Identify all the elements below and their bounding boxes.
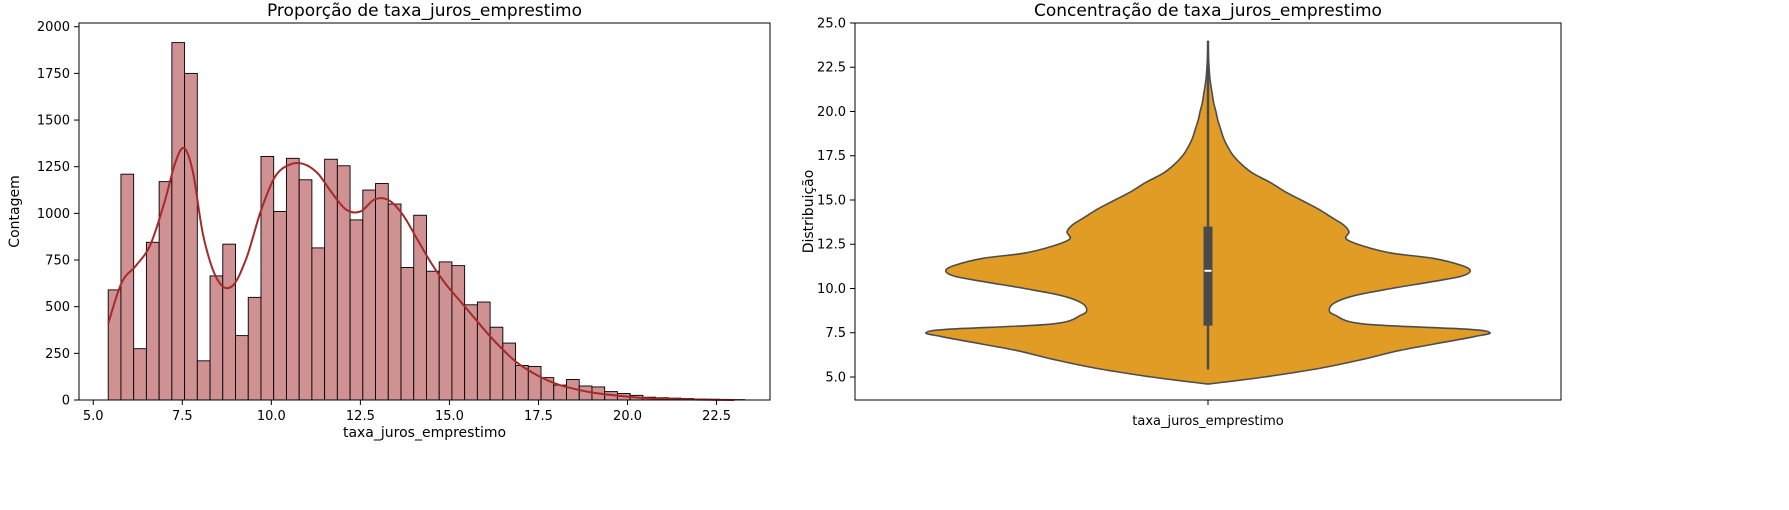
histogram-y-tick-label: 1000 — [37, 207, 70, 222]
histogram-bar — [120, 173, 135, 401]
histogram-y-axis-label: Contagem — [7, 175, 23, 247]
histogram-bar — [451, 265, 466, 401]
histogram-x-tick-label: 17.5 — [524, 409, 553, 424]
violin-iqr-box — [1203, 226, 1213, 326]
histogram-bar — [209, 275, 224, 401]
histogram-bar — [476, 301, 491, 401]
histogram-bar — [298, 179, 313, 401]
histogram-x-tick-label: 7.5 — [172, 409, 193, 424]
histogram-bar — [349, 219, 364, 401]
histogram-bar — [235, 335, 249, 401]
histogram-y-tick-label: 1500 — [37, 114, 70, 129]
histogram-y-tick-label: 250 — [45, 347, 70, 362]
histogram-bar — [171, 42, 186, 401]
histogram-bar — [247, 296, 262, 401]
histogram-bar — [107, 289, 122, 401]
violin-y-ticks: 5.0 7.5 10.0 12.5 15.0 17.5 20.0 22.5 25.0 — [817, 17, 855, 385]
histogram-bar — [400, 267, 415, 401]
histogram-bar — [362, 189, 376, 401]
violin-x-tick-label: taxa_juros_emprestimo — [1132, 414, 1283, 429]
histogram-bar — [222, 243, 236, 401]
violin-y-tick-label: 10.0 — [817, 282, 846, 297]
histogram-y-tick-label: 2000 — [37, 20, 70, 35]
violin-y-tick-label: 12.5 — [817, 238, 846, 253]
histogram-x-tick-label: 20.0 — [613, 409, 642, 424]
histogram-x-tick-label: 22.5 — [702, 409, 731, 424]
histogram-bar — [375, 183, 389, 401]
histogram-x-tick-label: 15.0 — [435, 409, 464, 424]
violin-y-tick-label: 15.0 — [817, 193, 846, 208]
histogram-axes-frame — [78, 22, 771, 401]
histogram-y-tick-label: 1750 — [37, 67, 70, 82]
histogram-x-axis-label: taxa_juros_emprestimo — [343, 425, 506, 441]
histogram-bar — [515, 365, 529, 401]
violin-y-tick-label: 22.5 — [817, 61, 846, 76]
histogram-y-ticks: 0 250 500 750 1000 1250 1500 1750 2000 — [37, 20, 79, 409]
histogram-x-tick-label: 10.0 — [257, 409, 286, 424]
histogram-bar — [387, 203, 402, 401]
histogram-y-tick-label: 0 — [62, 394, 70, 409]
violin-panel: 5.0 7.5 10.0 12.5 15.0 17.5 20.0 22.5 25.0 Conce… — [801, 1, 1562, 429]
histogram-y-tick-label: 750 — [45, 254, 70, 269]
histogram-bar — [145, 241, 160, 401]
histogram-bar — [285, 157, 300, 401]
histogram-bar — [196, 360, 211, 401]
histogram-y-tick-label: 500 — [45, 300, 70, 315]
violin-y-tick-label: 5.0 — [825, 370, 846, 385]
violin-title: Concentração de taxa_juros_emprestimo — [1034, 1, 1382, 21]
violin-y-axis-label: Distribuição — [801, 170, 817, 254]
kde-line — [107, 146, 735, 401]
histogram-x-tick-label: 5.0 — [83, 409, 104, 424]
histogram-x-tick-label: 12.5 — [346, 409, 375, 424]
histogram-bars — [107, 42, 746, 401]
histogram-bar — [273, 211, 287, 401]
histogram-x-ticks: 5.0 7.5 10.0 12.5 15.0 17.5 20.0 22.5 — [83, 400, 731, 424]
violin-y-tick-label: 20.0 — [817, 105, 846, 120]
histogram-bar — [324, 158, 338, 401]
histogram-bar — [133, 348, 147, 401]
histogram-bar — [311, 247, 326, 401]
histogram-bar — [336, 165, 351, 401]
histogram-title: Proporção de taxa_juros_emprestimo — [267, 1, 582, 21]
violin-y-tick-label: 17.5 — [817, 149, 846, 164]
violin-y-tick-label: 25.0 — [817, 17, 846, 32]
histogram-bar — [426, 270, 440, 401]
histogram-panel: 5.0 7.5 10.0 12.5 15.0 17.5 20.0 22.5 0 250 500 75… — [7, 1, 771, 441]
violin-y-tick-label: 7.5 — [825, 326, 846, 341]
histogram-y-tick-label: 1250 — [37, 160, 70, 175]
histogram-bar — [184, 72, 198, 401]
